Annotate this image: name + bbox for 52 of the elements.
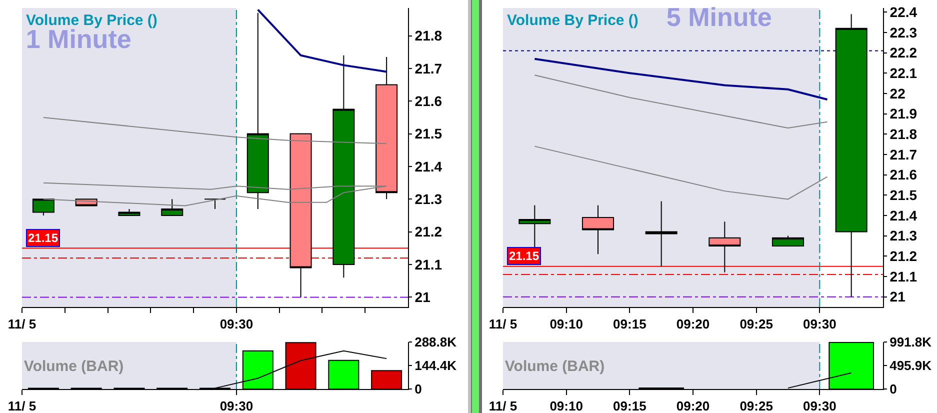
y-tick-label: 21.6 — [890, 166, 918, 183]
y-tick-label: 0 — [890, 382, 897, 397]
y-tick-label: 21.4 — [414, 158, 442, 174]
x-tick-label: 11/ 5 — [488, 316, 518, 332]
text: Volume (BAR) — [504, 358, 605, 375]
ref-line-label: 21.15 — [28, 231, 58, 245]
y-tick-label: 21.2 — [414, 224, 442, 240]
ref-line-label: 21.15 — [509, 249, 540, 263]
y-tick-label: 288.8K — [414, 334, 458, 350]
y-tick-label: 21.5 — [414, 126, 442, 142]
y-tick-label: 21.7 — [414, 60, 442, 76]
y-tick-label: 21.4 — [890, 207, 918, 224]
y-tick-label: 21.3 — [890, 228, 918, 244]
x-tick-label: 11/ 5 — [8, 398, 36, 413]
y-tick-label: 21.8 — [414, 28, 442, 44]
x-tick-label: 09:30 — [220, 398, 254, 413]
x-tick-label: 11/ 5 — [488, 398, 518, 413]
y-tick-label: 22.4 — [890, 4, 918, 20]
x-tick-label: 09:10 — [550, 398, 583, 413]
y-tick-label: 991.8K — [890, 334, 932, 350]
y-tick-label: 21.1 — [890, 268, 918, 284]
y-tick-label: 21 — [890, 288, 906, 305]
y-tick-label: 21 — [414, 289, 431, 306]
annotation: Volume By Price () — [507, 12, 638, 29]
y-tick-label: 22.1 — [890, 64, 918, 81]
x-tick-label: 09:30 — [220, 316, 254, 332]
text: Volume (BAR) — [24, 358, 124, 375]
y-tick-label: 144.4K — [414, 358, 458, 374]
y-tick-label: 22.2 — [890, 44, 918, 61]
y-tick-label: 21.5 — [890, 187, 918, 204]
y-tick-label: 495.9K — [890, 358, 932, 374]
x-tick-label: 09:15 — [613, 398, 646, 413]
x-tick-label: 09:15 — [613, 316, 646, 332]
y-tick-label: 21.3 — [414, 191, 442, 208]
x-tick-label: 11/ 5 — [8, 316, 36, 332]
chart-title: 5 Minute — [666, 2, 772, 32]
x-tick-label: 09:10 — [550, 316, 583, 332]
y-tick-label: 21.2 — [890, 248, 918, 264]
x-tick-label: 09:30 — [803, 316, 836, 332]
x-tick-label: 09:20 — [676, 316, 710, 332]
y-tick-label: 22 — [890, 85, 906, 102]
x-tick-label: 09:25 — [740, 398, 773, 413]
y-tick-label: 21.8 — [890, 126, 918, 142]
y-tick-label: 0 — [414, 382, 422, 397]
x-tick-label: 09:25 — [740, 316, 773, 332]
x-tick-label: 09:30 — [803, 398, 836, 413]
y-tick-label: 21.1 — [414, 256, 442, 272]
y-tick-label: 21.7 — [890, 146, 918, 162]
y-tick-label: 21.9 — [890, 106, 918, 122]
x-tick-label: 09:20 — [676, 398, 710, 413]
y-tick-label: 21.6 — [414, 93, 442, 110]
y-tick-label: 22.3 — [890, 24, 918, 40]
